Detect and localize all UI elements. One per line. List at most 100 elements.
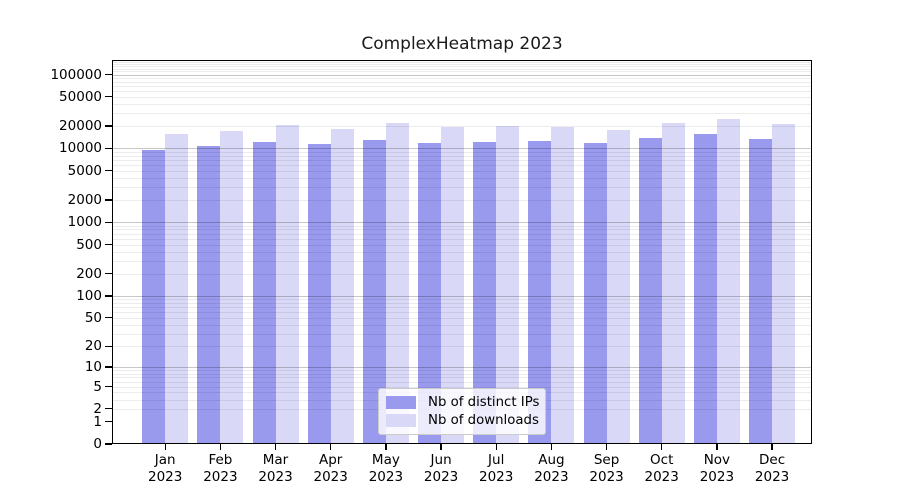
gridline-minor (112, 303, 812, 304)
gridline-minor (112, 85, 812, 87)
y-tick-mark (105, 408, 112, 410)
bar-distinct-ips-oct (638, 138, 662, 444)
gridline-minor (112, 68, 812, 70)
bar-downloads-apr (330, 128, 354, 444)
gridline-minor (112, 159, 812, 161)
gridline-minor (112, 77, 812, 79)
y-tick-label: 1 (93, 413, 102, 430)
bar-downloads-feb (220, 131, 244, 444)
gridline-minor (112, 200, 812, 201)
bar-downloads-aug (551, 126, 575, 444)
x-tick-mark (605, 444, 608, 450)
bar-distinct-ips-feb (197, 145, 221, 444)
bar-distinct-ips-apr (307, 143, 331, 444)
x-tick-mark (219, 444, 222, 450)
y-tick-label: 500 (76, 236, 102, 253)
y-tick-label: 2000 (67, 192, 102, 208)
x-tick-mark (440, 444, 442, 450)
gridline-minor (112, 238, 812, 240)
gridline-minor (112, 90, 812, 92)
y-tick-mark (105, 366, 112, 368)
gridline-minor (112, 164, 812, 166)
gridline-minor (112, 373, 812, 375)
bar-downloads-dec (772, 123, 796, 444)
legend-swatch-downloads (386, 414, 416, 428)
y-tick-label: 100 (76, 287, 102, 304)
x-tick-mark (274, 444, 277, 450)
y-tick-label: 20 (84, 338, 102, 355)
y-tick-label: 10 (84, 359, 102, 375)
gridline-minor (112, 170, 812, 172)
x-tick-mark (771, 444, 773, 450)
gridline-major (112, 222, 812, 224)
y-tick-mark (105, 421, 112, 423)
y-tick-label: 50000 (59, 88, 102, 105)
chart-title: ComplexHeatmap 2023 (361, 34, 563, 54)
gridline-minor (112, 225, 812, 227)
gridline-minor (112, 244, 812, 246)
y-tick-mark (105, 125, 112, 127)
bar-distinct-ips-sep (583, 143, 607, 444)
bar-distinct-ips-dec (749, 139, 773, 444)
gridline-minor (112, 187, 812, 188)
x-tick-mark (495, 444, 497, 450)
y-tick-mark (105, 273, 112, 275)
gridline-minor (112, 155, 812, 157)
x-tick-label-aug: Aug 2023 (534, 452, 569, 485)
bar-distinct-ips-may (362, 139, 386, 444)
gridline-minor (112, 346, 812, 348)
gridline-minor (112, 307, 812, 309)
gridline-minor (112, 370, 812, 372)
y-tick-mark (105, 243, 112, 246)
legend-label-distinct-ips: Nb of distinct IPs (428, 394, 540, 410)
gridline-minor (112, 233, 812, 235)
x-tick-label-mar: Mar 2023 (258, 452, 293, 485)
x-tick-label-may: May 2023 (368, 452, 404, 485)
bar-downloads-oct (661, 122, 685, 444)
legend: Nb of distinct IPs Nb of downloads (378, 388, 546, 435)
bar-downloads-mar (275, 125, 299, 444)
x-tick-mark (550, 444, 553, 450)
y-tick-label: 20000 (59, 118, 102, 135)
x-tick-label-dec: Dec 2023 (754, 452, 790, 485)
y-tick-mark (105, 295, 112, 297)
bar-distinct-ips-nov (693, 133, 717, 444)
y-tick-label: 10000 (59, 140, 102, 157)
gridline-minor (112, 312, 812, 314)
y-tick-mark (105, 317, 112, 319)
gridline-minor (112, 381, 812, 383)
bar-distinct-ips-aug (528, 141, 552, 444)
bar-downloads-sep (606, 129, 630, 444)
bar-downloads-may (385, 123, 409, 444)
bar-downloads-nov (716, 119, 740, 444)
y-tick-label: 50 (84, 309, 102, 326)
gridline-minor (112, 126, 812, 128)
y-tick-label: 100000 (50, 66, 102, 83)
y-tick-mark (105, 96, 112, 98)
bar-distinct-ips-jul (473, 142, 497, 444)
gridline-major (112, 148, 812, 150)
x-tick-label-jul: Jul 2023 (479, 452, 514, 485)
y-tick-label: 200 (76, 265, 102, 282)
y-tick-label: 5 (93, 378, 102, 395)
gridline-minor (112, 63, 812, 65)
bar-distinct-ips-jan (142, 150, 166, 444)
x-tick-mark (385, 444, 387, 450)
legend-item-downloads: Nb of downloads (386, 413, 539, 428)
bar-downloads-jul (496, 126, 520, 444)
gridline-minor (112, 96, 812, 98)
gridline-minor (112, 151, 812, 153)
gridline-minor (112, 299, 812, 301)
plot-area: Nb of distinct IPs Nb of downloads (112, 60, 812, 444)
bar-downloads-jan (165, 133, 189, 444)
gridline-minor (112, 113, 812, 115)
x-tick-label-nov: Nov 2023 (699, 452, 735, 485)
x-tick-label-oct: Oct 2023 (644, 452, 679, 485)
gridline-minor (112, 333, 812, 335)
gridline-minor (112, 386, 812, 388)
gridline-minor (112, 324, 812, 326)
bar-downloads-jun (441, 126, 465, 444)
x-tick-mark (164, 444, 166, 450)
gridline-minor (112, 273, 812, 275)
